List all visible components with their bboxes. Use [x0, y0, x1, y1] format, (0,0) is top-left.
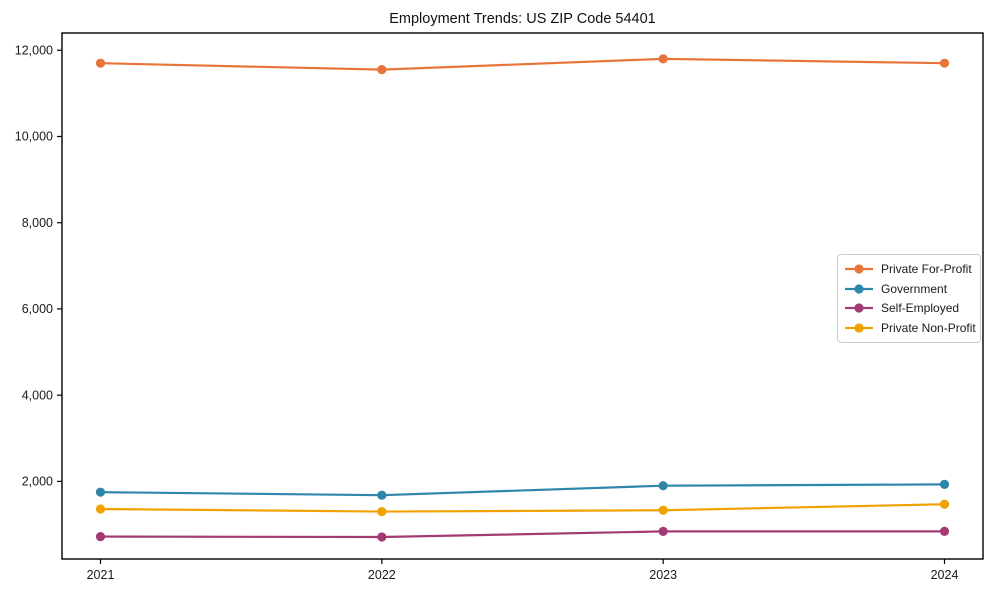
data-point-marker	[95, 58, 106, 68]
legend-item-government: Government	[844, 280, 974, 298]
x-axis-tick-label: 2022	[368, 568, 396, 582]
data-point-marker	[95, 531, 106, 542]
x-axis-tick-label: 2021	[87, 568, 115, 582]
data-point-marker	[658, 481, 668, 491]
legend-marker-line-icon	[845, 264, 873, 274]
series-line-0	[99, 57, 946, 71]
data-point-marker	[95, 487, 106, 497]
series-line-1	[99, 483, 946, 497]
data-point-marker	[939, 58, 950, 68]
data-point-marker	[939, 526, 950, 537]
data-point-marker	[658, 505, 668, 515]
y-axis-tick-label: 12,000	[15, 43, 53, 57]
legend-item-private-for-profit: Private For-Profit	[844, 260, 974, 278]
plot-border	[61, 32, 984, 560]
series-line-2	[99, 530, 946, 539]
legend-label: Private For-Profit	[881, 261, 972, 276]
data-point-marker	[939, 499, 950, 509]
legend-marker-line-icon	[845, 303, 873, 313]
legend-label: Private Non-Profit	[881, 321, 976, 336]
data-point-marker	[939, 479, 950, 490]
legend-item-self-employed: Self-Employed	[844, 299, 974, 317]
chart-title: Employment Trends: US ZIP Code 54401	[389, 11, 656, 27]
y-axis-tick-label: 2,000	[22, 475, 53, 489]
series-line-3	[99, 503, 946, 513]
data-point-marker	[377, 506, 387, 517]
y-axis-tick-label: 6,000	[22, 302, 53, 316]
x-axis-tick-label: 2023	[649, 568, 677, 582]
data-point-marker	[658, 526, 668, 537]
legend-marker-line-icon	[845, 284, 873, 294]
data-point-marker	[95, 504, 106, 514]
data-point-marker	[377, 65, 387, 75]
legend-marker-line-icon	[845, 323, 873, 333]
legend-label: Government	[881, 281, 948, 296]
y-axis-tick-label: 4,000	[22, 388, 53, 402]
data-point-marker	[377, 532, 387, 542]
legend-item-private-non-profit: Private Non-Profit	[844, 319, 976, 337]
y-axis-tick-label: 10,000	[15, 130, 53, 144]
data-point-marker	[377, 490, 387, 500]
x-axis-tick-label: 2024	[931, 568, 959, 582]
legend-label: Self-Employed	[881, 301, 960, 316]
legend: Private For-Profit Government Self-Emplo…	[837, 254, 981, 343]
data-point-marker	[658, 54, 668, 64]
y-axis-tick-label: 8,000	[22, 216, 53, 230]
